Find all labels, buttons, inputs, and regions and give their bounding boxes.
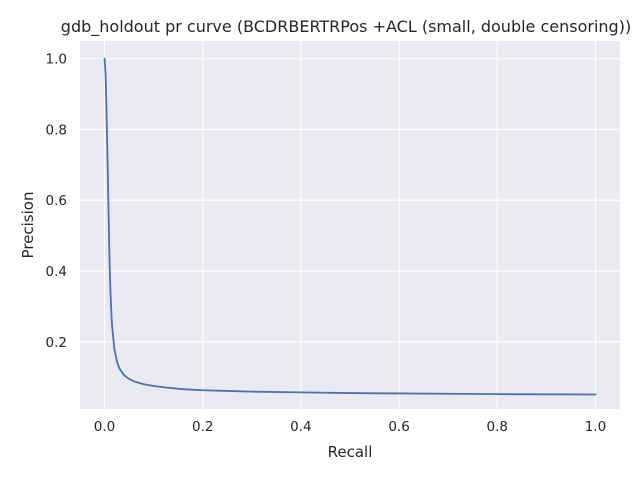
pr-curve-point xyxy=(152,385,155,387)
pr-curve-point xyxy=(113,347,116,350)
pr-curve-point xyxy=(201,389,204,392)
pr-curve-point xyxy=(226,390,229,392)
pr-curve-point xyxy=(123,374,126,377)
pr-curve-point xyxy=(594,393,597,396)
pr-curve-point xyxy=(447,392,450,395)
y-tick-labels: 0.2 0.4 0.6 0.8 1.0 xyxy=(46,52,67,351)
pr-curve-point xyxy=(545,393,548,396)
pr-curve-point xyxy=(106,156,109,159)
grid-lines xyxy=(80,41,620,409)
pr-curve-point xyxy=(398,392,400,395)
pr-curve-point xyxy=(105,110,108,113)
pr-curve-point xyxy=(496,393,499,396)
x-tick-label: 0.4 xyxy=(290,419,311,435)
pr-curve-point xyxy=(107,206,110,209)
chart-title: gdb_holdout pr curve (BCDRBERTRPos +ACL … xyxy=(61,17,631,37)
y-tick-label: 1.0 xyxy=(46,52,67,68)
pr-curve-point xyxy=(300,391,302,394)
pr-curve-point xyxy=(250,390,253,393)
pr-curve-point xyxy=(142,383,145,386)
pr-curve-point xyxy=(128,378,130,380)
pr-curve-point xyxy=(182,388,184,391)
x-axis-label: Recall xyxy=(328,443,373,461)
pr-curve-point xyxy=(104,71,107,74)
y-tick-label: 0.2 xyxy=(46,335,67,351)
pr-curve-point xyxy=(133,380,135,383)
plot-area xyxy=(80,41,620,409)
y-tick-label: 0.8 xyxy=(46,122,67,138)
pr-curve-point xyxy=(108,255,111,258)
x-tick-label: 0.2 xyxy=(192,419,213,435)
pr-curve-point xyxy=(109,291,112,294)
x-tick-label: 0.0 xyxy=(94,419,115,435)
x-tick-label: 0.6 xyxy=(388,419,409,435)
pr-curve-point xyxy=(118,367,121,370)
pr-curve-line xyxy=(103,58,596,396)
y-tick-label: 0.6 xyxy=(46,193,67,209)
pr-curve-point xyxy=(167,386,170,389)
pr-curve-point xyxy=(103,57,106,60)
y-axis-label: Precision xyxy=(19,192,37,259)
series-layer xyxy=(103,57,597,396)
x-tick-label: 1.0 xyxy=(585,419,606,435)
pr-curve-point xyxy=(111,323,113,325)
pr-curve-point xyxy=(349,392,351,394)
x-tick-label: 0.8 xyxy=(487,419,508,435)
x-tick-labels: 0.0 0.2 0.4 0.6 0.8 1.0 xyxy=(94,419,606,435)
pr-curve-point xyxy=(115,360,118,363)
y-tick-label: 0.4 xyxy=(46,264,67,280)
